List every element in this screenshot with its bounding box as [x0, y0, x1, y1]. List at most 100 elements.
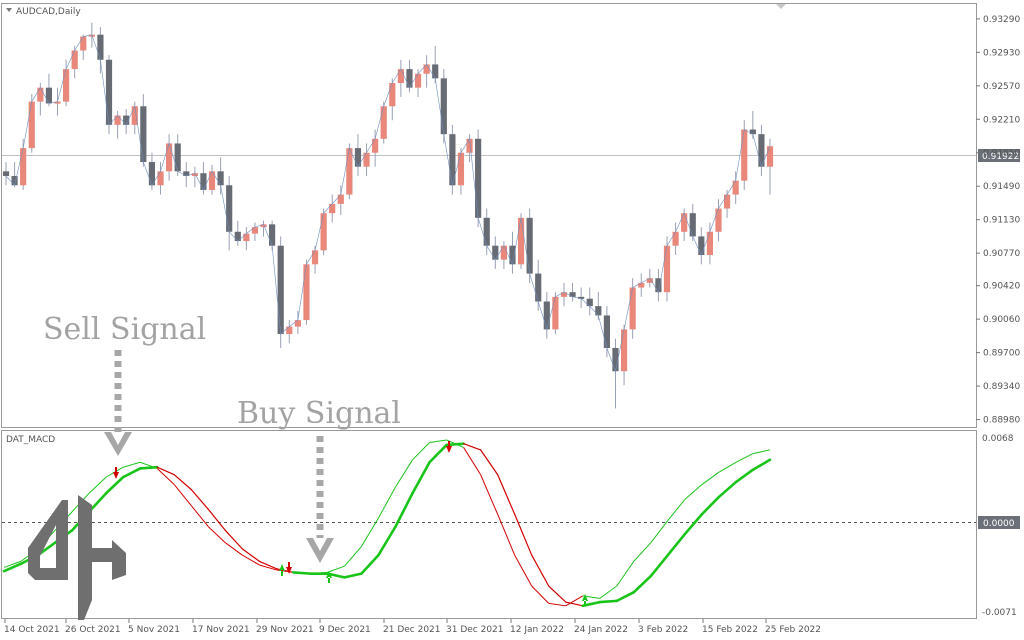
bull-candle: [311, 250, 319, 265]
macd-fast-segment: [497, 514, 516, 556]
bull-candle: [166, 143, 173, 172]
sell-arrowhead-icon: [104, 432, 132, 456]
indicator-panel[interactable]: [1, 430, 977, 619]
bull-candle: [80, 36, 87, 51]
bear-candle: [217, 171, 224, 186]
indicator-axis-zero: 0.0000: [983, 519, 1015, 529]
macd-signal-segment: [104, 475, 125, 495]
bear-candle: [45, 87, 53, 104]
chart-menu-triangle-icon[interactable]: [6, 8, 12, 12]
price-axis-label: 0.89700: [983, 349, 1020, 359]
bull-candle: [62, 69, 70, 102]
macd-signal-segment: [224, 529, 243, 550]
bull-candle: [320, 213, 327, 251]
bull-candle: [54, 101, 61, 104]
macd-signal-segment: [258, 560, 277, 570]
bear-candle: [183, 171, 190, 176]
date-axis-label: 5 Nov 2021: [128, 625, 180, 635]
bear-candle: [483, 217, 490, 246]
macd-signal-segment: [700, 495, 721, 516]
bull-candle: [114, 115, 121, 125]
price-axis-label: 0.92210: [983, 115, 1020, 125]
bear-candle: [140, 106, 147, 163]
bear-candle: [123, 115, 130, 125]
bear-candle: [586, 298, 593, 307]
macd-signal-segment: [531, 554, 550, 587]
macd-fast-segment: [395, 459, 413, 488]
bull-candle: [157, 171, 164, 186]
macd-fast-segment: [242, 554, 260, 566]
macd-signal-segment: [241, 548, 260, 562]
price-axis-label: 0.92930: [983, 48, 1020, 58]
bull-candle: [380, 106, 387, 139]
bull-candle: [741, 129, 748, 181]
bull-candle: [346, 148, 353, 195]
macd-fast-segment: [480, 474, 499, 515]
bull-candle: [37, 87, 44, 102]
bull-candle: [766, 146, 774, 167]
price-axis-label: 0.90420: [983, 282, 1020, 292]
logo-watermark: [28, 495, 126, 620]
bear-candle: [97, 34, 104, 60]
macd-signal-segment: [717, 480, 738, 499]
macd-signal-segment: [514, 513, 533, 556]
bull-candle: [88, 34, 95, 37]
buy-signal-label: Buy Signal: [237, 396, 401, 431]
buy-arrowhead-icon: [306, 538, 334, 563]
macd-signal-segment: [598, 599, 619, 604]
bull-candle: [337, 194, 344, 204]
close-line: [5, 34, 771, 373]
bull-candle: [457, 152, 465, 186]
date-axis-label: 24 Jan 2022: [574, 625, 628, 635]
bull-candle: [363, 152, 370, 167]
bull-candle: [243, 233, 250, 242]
bear-candle: [148, 162, 156, 186]
bear-candle: [698, 236, 705, 256]
price-panel[interactable]: [1, 3, 977, 428]
macd-signal-segment: [463, 443, 482, 451]
bear-candle: [758, 134, 765, 167]
bull-candle: [71, 50, 78, 70]
sell-arrow-icon: [113, 467, 119, 479]
macd-fast-segment: [548, 602, 566, 607]
bear-candle: [226, 185, 233, 232]
macd-fast-segment: [327, 565, 345, 573]
bull-candle: [706, 231, 714, 256]
macd-signal-segment: [428, 443, 448, 464]
bear-candle: [354, 148, 362, 167]
macd-fast-segment: [344, 546, 362, 567]
bull-candle: [372, 138, 379, 153]
bear-candle: [543, 301, 550, 330]
macd-signal-segment: [377, 525, 397, 557]
macd-fast-segment: [616, 560, 635, 587]
macd-fast-segment: [429, 439, 447, 443]
bear-candle: [569, 292, 576, 297]
bull-candle: [715, 208, 722, 232]
bear-candle: [440, 78, 447, 135]
bear-candle: [603, 315, 610, 348]
chart-title: AUDCAD,Daily: [16, 7, 81, 17]
macd-fast-segment: [667, 499, 686, 521]
scroll-marker-icon[interactable]: [776, 4, 786, 9]
date-axis-label: 25 Feb 2022: [765, 625, 821, 635]
macd-signal-segment: [207, 508, 226, 531]
bull-candle: [517, 217, 525, 265]
date-axis: 14 Oct 2021 26 Oct 2021 5 Nov 2021 17 Nov 2…: [4, 619, 821, 635]
date-axis-label: 14 Oct 2021: [4, 625, 60, 635]
macd-signal-segment: [343, 572, 363, 579]
price-axis: 0.93290 0.92930 0.92570 0.92210 0.91850 0.914…: [976, 15, 1020, 426]
bull-candle: [303, 264, 310, 321]
macd-fast-segment: [599, 585, 618, 599]
macd-fast-segment: [633, 542, 652, 562]
macd-fast-segment: [123, 461, 141, 468]
macd-signal-segment: [190, 488, 209, 510]
macd-fast-segment: [156, 468, 175, 485]
macd-fast-segment: [412, 442, 430, 461]
indicator-axis-bottom: -0.0071: [982, 608, 1017, 618]
bull-candle: [681, 213, 688, 232]
bear-candle: [749, 129, 756, 135]
macd-fast-segment: [259, 564, 277, 571]
current-price-label: 0.91922: [982, 152, 1019, 162]
bear-candle: [595, 306, 602, 316]
